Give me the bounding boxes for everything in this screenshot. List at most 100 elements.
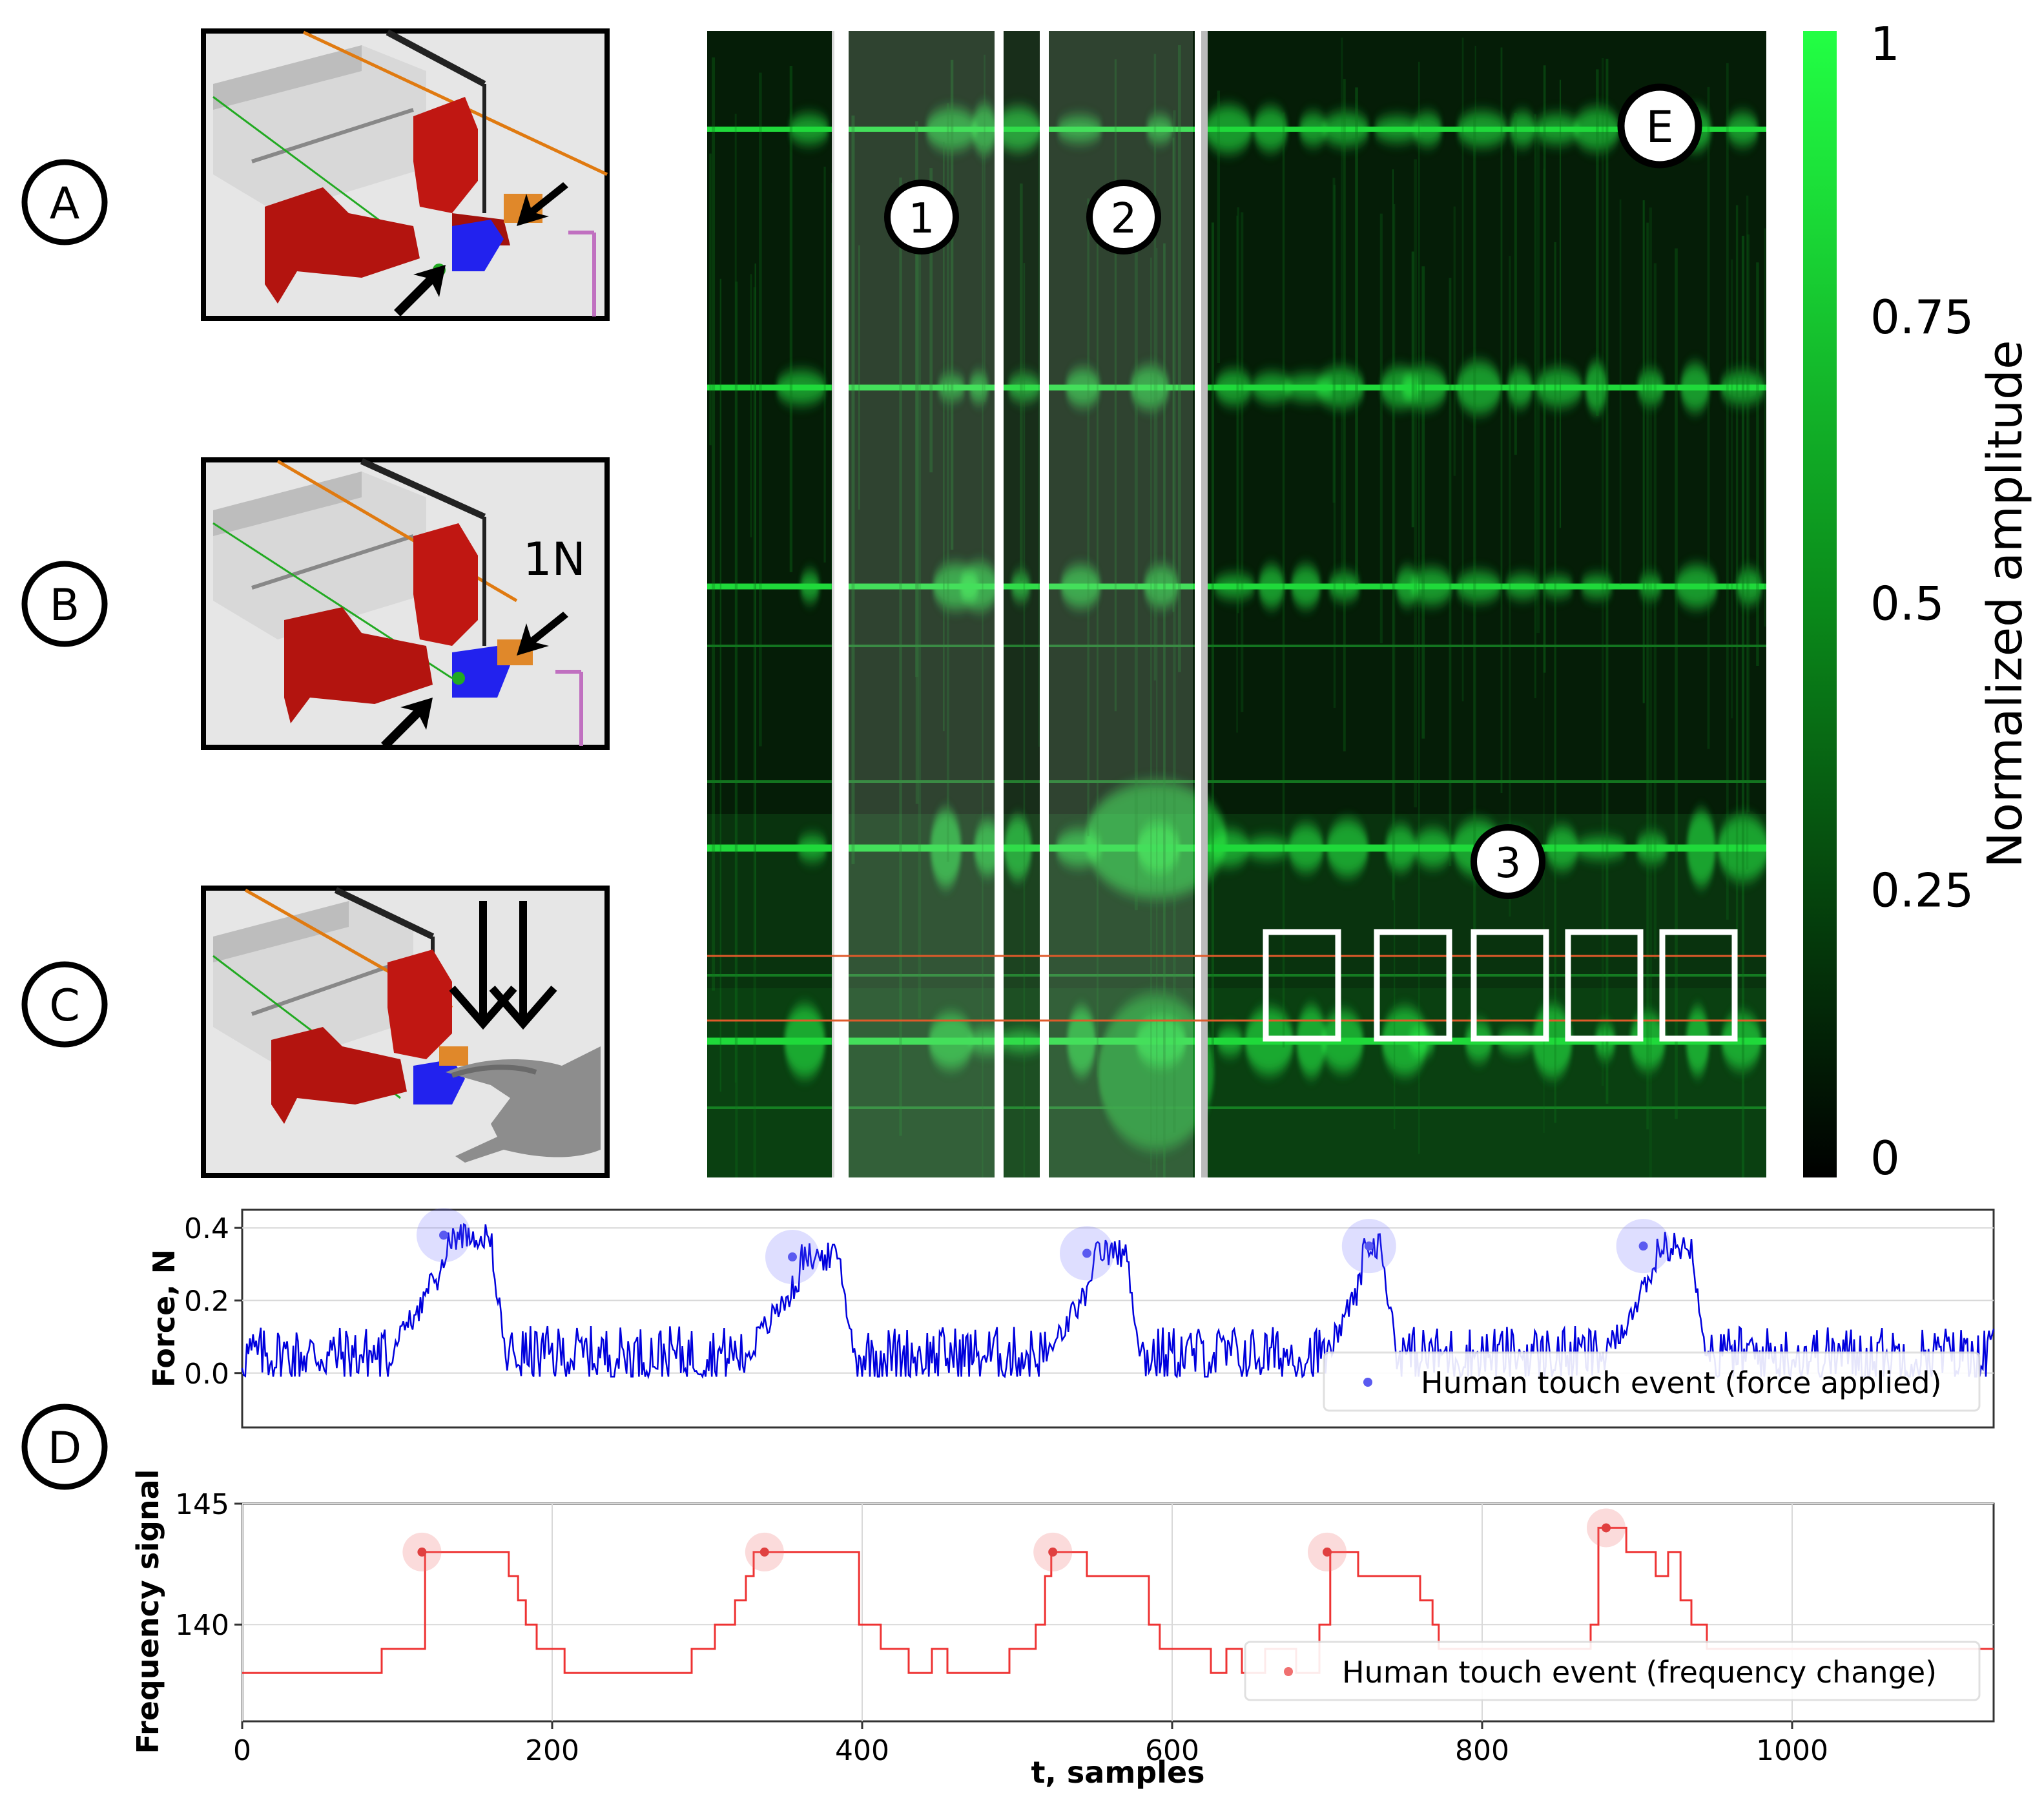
spectral-streak (1087, 198, 1089, 836)
spectral-streak (1332, 178, 1336, 503)
spectral-streak (943, 141, 945, 732)
spectral-streak (1543, 65, 1546, 673)
spectral-streak (1023, 263, 1026, 1177)
frequency-legend-text: Human touch event (frequency change) (1342, 1655, 1937, 1690)
colorbar-tick-label: 0.25 (1870, 863, 1974, 917)
frequency-x-tick-label: 0 (233, 1734, 251, 1767)
spectral-streak (1237, 207, 1240, 614)
force-chart: 0.0 0.2 0.4 Force, N Human touch event (fo… (147, 1208, 1995, 1429)
robot-illustration-b: 1N (201, 457, 610, 750)
robot-illustration-a (201, 28, 610, 321)
spectral-streak (750, 274, 752, 537)
spectral-streak (1020, 183, 1023, 581)
panel-label-c: C (21, 961, 108, 1048)
spectral-streak (1619, 199, 1622, 585)
harmonic-line (707, 1037, 1766, 1045)
event-box-5 (1659, 929, 1738, 1042)
frequency-event-point (1323, 1547, 1332, 1557)
frequency-x-tick-label: 800 (1455, 1734, 1509, 1767)
spectral-streak (1449, 278, 1452, 867)
spectral-streak (851, 115, 855, 864)
spectral-streak (1097, 201, 1099, 1078)
spectral-streak (1379, 213, 1383, 643)
frequency-x-tick-label: 1000 (1756, 1734, 1828, 1767)
svg-text:3: 3 (1495, 840, 1522, 887)
spectral-streak (1393, 203, 1396, 1130)
spectral-streak (1559, 79, 1562, 528)
spectral-streak (1473, 116, 1475, 943)
marker-3: 3 (1471, 824, 1545, 899)
spectral-streak (1746, 234, 1750, 813)
robot-illustration-c (201, 886, 610, 1178)
force-legend-marker (1363, 1378, 1372, 1387)
spectrogram: 1 2 3 E (707, 31, 1766, 1177)
frequency-y-tick-label: 145 (175, 1488, 229, 1521)
spectral-streak (1173, 110, 1176, 1133)
force-y-axis-label: Force, N (147, 1249, 181, 1387)
spectral-streak (1453, 206, 1456, 476)
spectral-streak (1163, 243, 1166, 1177)
force-series-line (241, 1223, 1995, 1380)
spectral-streak (1474, 45, 1476, 1013)
force-1n-label: 1N (523, 533, 586, 586)
spectral-streak (1421, 266, 1425, 739)
spectral-streak (946, 103, 949, 862)
spectral-streak (1500, 47, 1503, 793)
spectral-streak (1746, 195, 1749, 870)
spectral-streak (915, 203, 919, 804)
spectral-streak (1731, 259, 1733, 719)
spectral-streak (1514, 112, 1517, 455)
spectral-streak (1038, 129, 1040, 747)
panel-label-d: D (21, 1404, 108, 1490)
event-box-4 (1565, 929, 1644, 1042)
harmonic-line-faint (707, 645, 1766, 647)
harmonic-line-faint (707, 1106, 1766, 1109)
event-boxes (1263, 929, 1738, 1042)
force-legend-text: Human touch event (force applied) (1421, 1365, 1942, 1400)
spectral-streak (915, 121, 918, 678)
force-event-point (788, 1252, 797, 1262)
frequency-series-line (242, 1526, 1994, 1674)
spectral-streak (1601, 57, 1604, 1086)
marker-2: 2 (1086, 180, 1161, 254)
spectral-streak (1236, 215, 1238, 733)
spectral-streak (1343, 79, 1346, 752)
harmonic-line (707, 384, 1766, 391)
spectral-streak (1411, 251, 1414, 528)
force-legend: Human touch event (force applied) (1323, 1351, 1981, 1412)
spectral-streak (950, 59, 954, 550)
harmonic-line-faint (707, 780, 1766, 783)
spectral-streak (709, 153, 712, 446)
colorbar-label: Normalized amplitude (1977, 340, 2033, 867)
force-event-point (1082, 1249, 1091, 1258)
spectral-streak (734, 114, 737, 1083)
harmonic-line (707, 127, 1766, 132)
spectral-streak (1646, 222, 1649, 1130)
frequency-x-tick-label: 200 (525, 1734, 579, 1767)
panel-label-e: E (1617, 83, 1702, 169)
spectral-streak (753, 287, 756, 1177)
spectral-streak (1418, 61, 1420, 1154)
spectral-streak (1134, 243, 1138, 911)
spectral-streak (823, 167, 826, 563)
spectral-streak (858, 245, 860, 510)
frequency-x-axis-label: t, samples (1031, 1755, 1204, 1790)
spectral-streak (1341, 37, 1343, 581)
harmonic-line-faint (707, 974, 1766, 977)
spectral-streak (735, 281, 738, 1177)
spectral-streak (1217, 90, 1220, 364)
spectral-streak (712, 57, 716, 991)
spectral-streak (1735, 205, 1739, 1040)
force-event-point (1638, 1241, 1648, 1251)
spectral-streak (1653, 263, 1657, 959)
colorbar-tick-label: 0.5 (1870, 577, 1945, 631)
spectral-streak (1509, 256, 1511, 917)
spectral-streak (1605, 58, 1609, 1104)
colorbar-gradient (1803, 31, 1837, 1177)
spectral-streak (1764, 228, 1766, 627)
spectral-streak (984, 54, 986, 402)
svg-text:A: A (50, 178, 80, 229)
force-y-tick-label: 0.2 (184, 1285, 229, 1318)
spectral-streak (1596, 69, 1599, 416)
svg-text:E: E (1646, 102, 1674, 153)
